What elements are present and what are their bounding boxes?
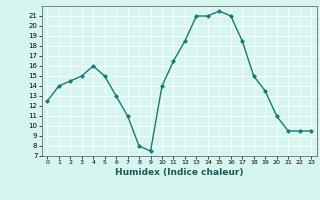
X-axis label: Humidex (Indice chaleur): Humidex (Indice chaleur) [115, 168, 244, 177]
